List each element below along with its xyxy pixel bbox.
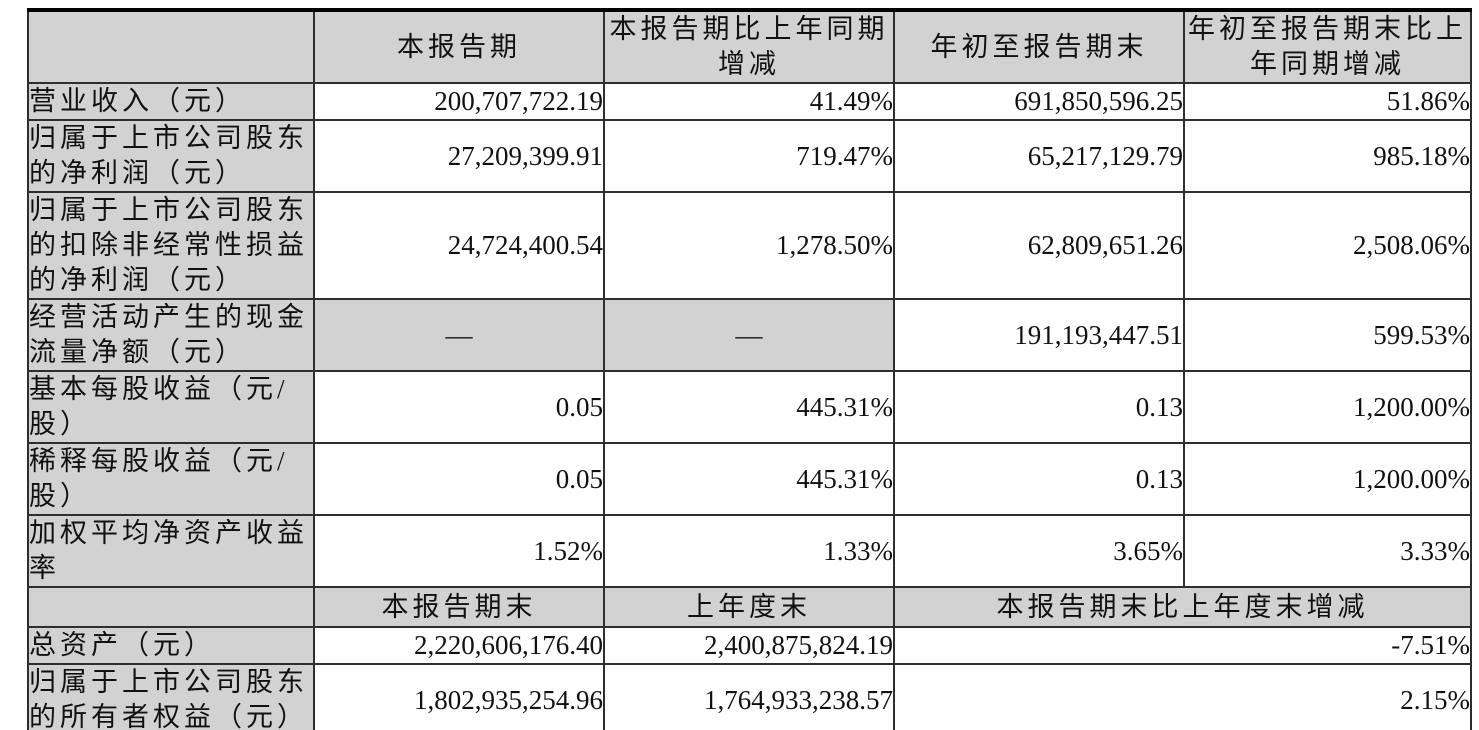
diluted-eps-ytd: 0.13	[893, 442, 1185, 516]
equity-prior-year: 1,764,933,238.57	[603, 663, 895, 730]
net-profit-yoy: 719.47%	[603, 119, 895, 193]
table-row-total-assets: 总资产（元） 2,220,606,176.40 2,400,875,824.19…	[27, 626, 1472, 665]
total-assets-current: 2,220,606,176.40	[313, 626, 605, 665]
table-header-row-period: 本报告期 本报告期比上年同期增减 年初至报告期末 年初至报告期末比上年同期增减	[27, 9, 1472, 84]
roe-ytd: 3.65%	[893, 514, 1185, 588]
equity-current: 1,802,935,254.96	[313, 663, 605, 730]
table-row-operating-cash-flow: 经营活动产生的现金流量净额（元） — — 191,193,447.51 599.…	[27, 298, 1472, 372]
header-corner-cell	[27, 9, 315, 84]
basic-eps-yoy: 445.31%	[603, 370, 895, 444]
net-profit-excl-current: 24,724,400.54	[313, 191, 605, 300]
cash-flow-yoy-dash: —	[603, 298, 895, 372]
header-prior-year-end: 上年度末	[603, 586, 895, 628]
basic-eps-current: 0.05	[313, 370, 605, 444]
diluted-eps-current: 0.05	[313, 442, 605, 516]
financial-summary-table: 本报告期 本报告期比上年同期增减 年初至报告期末 年初至报告期末比上年同期增减 …	[27, 8, 1472, 730]
header-current-period-end: 本报告期末	[313, 586, 605, 628]
row-label-net-profit: 归属于上市公司股东的净利润（元）	[27, 119, 315, 193]
header-current-period-yoy-change: 本报告期比上年同期增减	[603, 9, 895, 84]
net-profit-excl-ytd-yoy: 2,508.06%	[1183, 191, 1472, 300]
row-label-total-assets: 总资产（元）	[27, 626, 315, 665]
subheader-corner-cell	[27, 586, 315, 628]
header-current-period: 本报告期	[313, 9, 605, 84]
table-row-revenue: 营业收入（元） 200,707,722.19 41.49% 691,850,59…	[27, 82, 1472, 121]
revenue-ytd: 691,850,596.25	[893, 82, 1185, 121]
basic-eps-ytd-yoy: 1,200.00%	[1183, 370, 1472, 444]
net-profit-excl-ytd: 62,809,651.26	[893, 191, 1185, 300]
roe-yoy: 1.33%	[603, 514, 895, 588]
row-label-weighted-avg-roe: 加权平均净资产收益率	[27, 514, 315, 588]
total-assets-change: -7.51%	[893, 626, 1472, 665]
header-period-end-vs-prior-year-end-change: 本报告期末比上年度末增减	[893, 586, 1472, 628]
net-profit-ytd-yoy: 985.18%	[1183, 119, 1472, 193]
table-row-net-profit: 归属于上市公司股东的净利润（元） 27,209,399.91 719.47% 6…	[27, 119, 1472, 193]
cash-flow-ytd-yoy: 599.53%	[1183, 298, 1472, 372]
table-header-row-period-end: 本报告期末 上年度末 本报告期末比上年度末增减	[27, 586, 1472, 628]
net-profit-current: 27,209,399.91	[313, 119, 605, 193]
total-assets-prior-year: 2,400,875,824.19	[603, 626, 895, 665]
revenue-ytd-yoy: 51.86%	[1183, 82, 1472, 121]
roe-current: 1.52%	[313, 514, 605, 588]
cash-flow-ytd: 191,193,447.51	[893, 298, 1185, 372]
cash-flow-current-dash: —	[313, 298, 605, 372]
header-year-to-date-yoy-change: 年初至报告期末比上年同期增减	[1183, 9, 1472, 84]
net-profit-excl-yoy: 1,278.50%	[603, 191, 895, 300]
row-label-revenue: 营业收入（元）	[27, 82, 315, 121]
row-label-operating-cash-flow: 经营活动产生的现金流量净额（元）	[27, 298, 315, 372]
table-row-weighted-avg-roe: 加权平均净资产收益率 1.52% 1.33% 3.65% 3.33%	[27, 514, 1472, 588]
equity-change: 2.15%	[893, 663, 1472, 730]
roe-ytd-yoy: 3.33%	[1183, 514, 1472, 588]
table-row-net-profit-excl-nonrecurring: 归属于上市公司股东的扣除非经常性损益的净利润（元） 24,724,400.54 …	[27, 191, 1472, 300]
table-row-shareholders-equity: 归属于上市公司股东的所有者权益（元） 1,802,935,254.96 1,76…	[27, 663, 1472, 730]
revenue-current: 200,707,722.19	[313, 82, 605, 121]
row-label-diluted-eps: 稀释每股收益（元/股）	[27, 442, 315, 516]
row-label-shareholders-equity: 归属于上市公司股东的所有者权益（元）	[27, 663, 315, 730]
header-year-to-date: 年初至报告期末	[893, 9, 1185, 84]
revenue-yoy: 41.49%	[603, 82, 895, 121]
diluted-eps-ytd-yoy: 1,200.00%	[1183, 442, 1472, 516]
row-label-basic-eps: 基本每股收益（元/股）	[27, 370, 315, 444]
net-profit-ytd: 65,217,129.79	[893, 119, 1185, 193]
table-row-basic-eps: 基本每股收益（元/股） 0.05 445.31% 0.13 1,200.00%	[27, 370, 1472, 444]
table-row-diluted-eps: 稀释每股收益（元/股） 0.05 445.31% 0.13 1,200.00%	[27, 442, 1472, 516]
row-label-net-profit-excl-nonrecurring: 归属于上市公司股东的扣除非经常性损益的净利润（元）	[27, 191, 315, 300]
basic-eps-ytd: 0.13	[893, 370, 1185, 444]
diluted-eps-yoy: 445.31%	[603, 442, 895, 516]
